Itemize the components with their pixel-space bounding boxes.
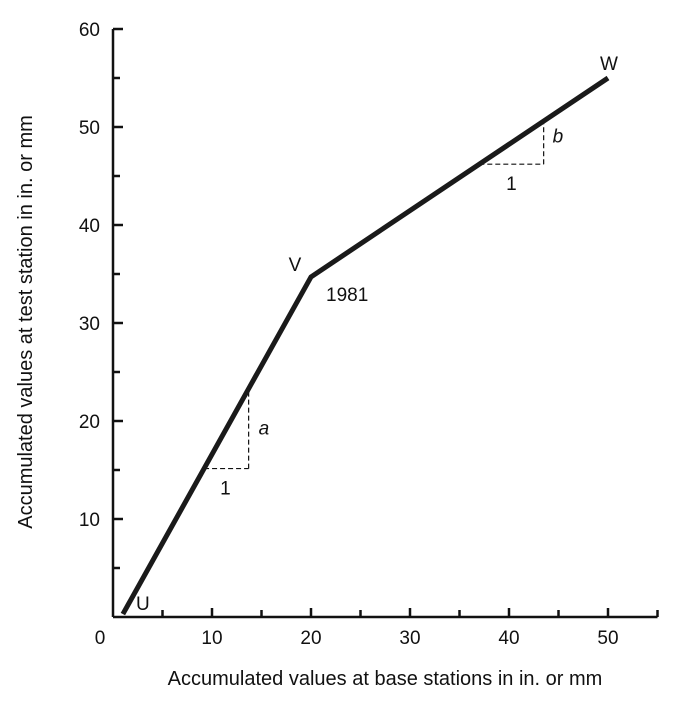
series-line: [120, 75, 610, 616]
labels: U V W 1981: [136, 54, 618, 615]
point-label-u: U: [136, 594, 150, 615]
x-tick-label: 10: [201, 628, 222, 649]
point-label-w: W: [600, 54, 618, 75]
y-tick-label: 20: [79, 412, 100, 433]
y-tick-label: 50: [79, 118, 100, 139]
x-tick-label: 50: [597, 628, 618, 649]
slope-triangles: 1 a 1 b: [204, 121, 564, 500]
point-label-v: V: [289, 255, 302, 276]
slope-a-rise-label: a: [259, 419, 270, 440]
axes: [111, 29, 658, 619]
year-annotation: 1981: [326, 285, 368, 306]
y-tick-label: 10: [79, 510, 100, 531]
y-tick-label: 40: [79, 216, 100, 237]
x-tick-label: 40: [498, 628, 519, 649]
x-axis-title: Accumulated values at base stations in i…: [168, 668, 603, 690]
series: [120, 75, 610, 616]
slope-b-run-label: 1: [506, 174, 517, 195]
slope-b-rise-label: b: [553, 127, 564, 148]
y-tick-label: 60: [79, 20, 100, 41]
x-tick-label: 30: [399, 628, 420, 649]
y-tick-label: 30: [79, 314, 100, 335]
ticks: 0 10 20 30 40 50 10 20 30 40 50 60: [79, 20, 659, 649]
slope-a-run-label: 1: [220, 479, 231, 500]
x-tick-label: 20: [300, 628, 321, 649]
x-tick-label: 0: [95, 628, 106, 649]
y-axis-title: Accumulated values at test station in in…: [15, 115, 37, 529]
